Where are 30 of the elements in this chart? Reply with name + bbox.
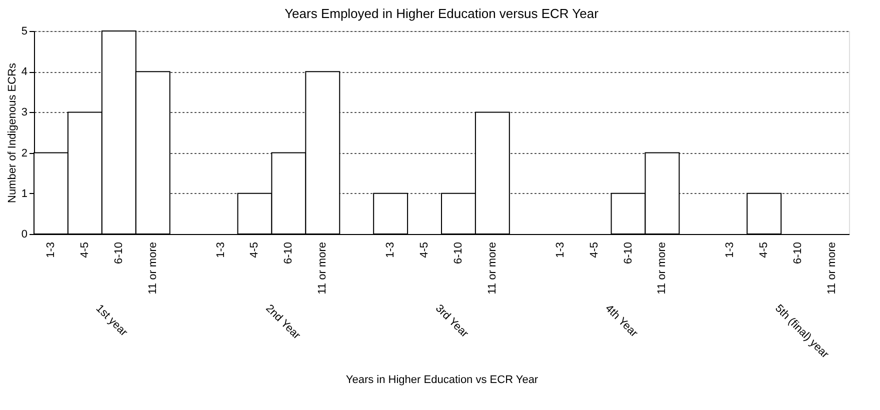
y-axis-title: Number of Indigenous ECRs: [6, 62, 18, 204]
y-tick-label: 1: [21, 188, 28, 200]
text: 11 or more: [316, 242, 329, 294]
text: 11 or more: [146, 242, 159, 294]
text: 6-10: [112, 242, 125, 264]
x-tick-label: 1st year: [93, 302, 130, 339]
y-tick-label: 4: [21, 66, 28, 78]
text: 11 or more: [656, 242, 668, 294]
text: 6-10: [282, 242, 295, 264]
text: 1-3: [554, 242, 566, 258]
text: 1-3: [384, 242, 397, 258]
text: 6-10: [792, 242, 804, 264]
text: 4-5: [78, 242, 91, 258]
y-tick-label: 3: [21, 106, 28, 119]
text: 1-3: [724, 242, 736, 258]
y-tick-label: 0: [21, 228, 28, 240]
text: 6-10: [452, 242, 464, 264]
text: 6-10: [622, 242, 634, 264]
chart-title: Years Employed in Higher Education versus ECR Year: [284, 6, 600, 21]
text: 1-3: [44, 242, 57, 258]
text: 4-5: [248, 242, 261, 258]
text: 11 or more: [486, 242, 498, 294]
text: 11 or more: [826, 242, 838, 294]
y-tick-label: 5: [21, 26, 28, 38]
text: 4-5: [418, 242, 431, 258]
text: 4-5: [758, 242, 770, 258]
text: 1-3: [214, 242, 227, 258]
y-tick-label: 2: [21, 147, 28, 160]
x-axis-title: Years in Higher Education vs ECR Year: [346, 374, 538, 386]
text: 4-5: [588, 242, 600, 258]
